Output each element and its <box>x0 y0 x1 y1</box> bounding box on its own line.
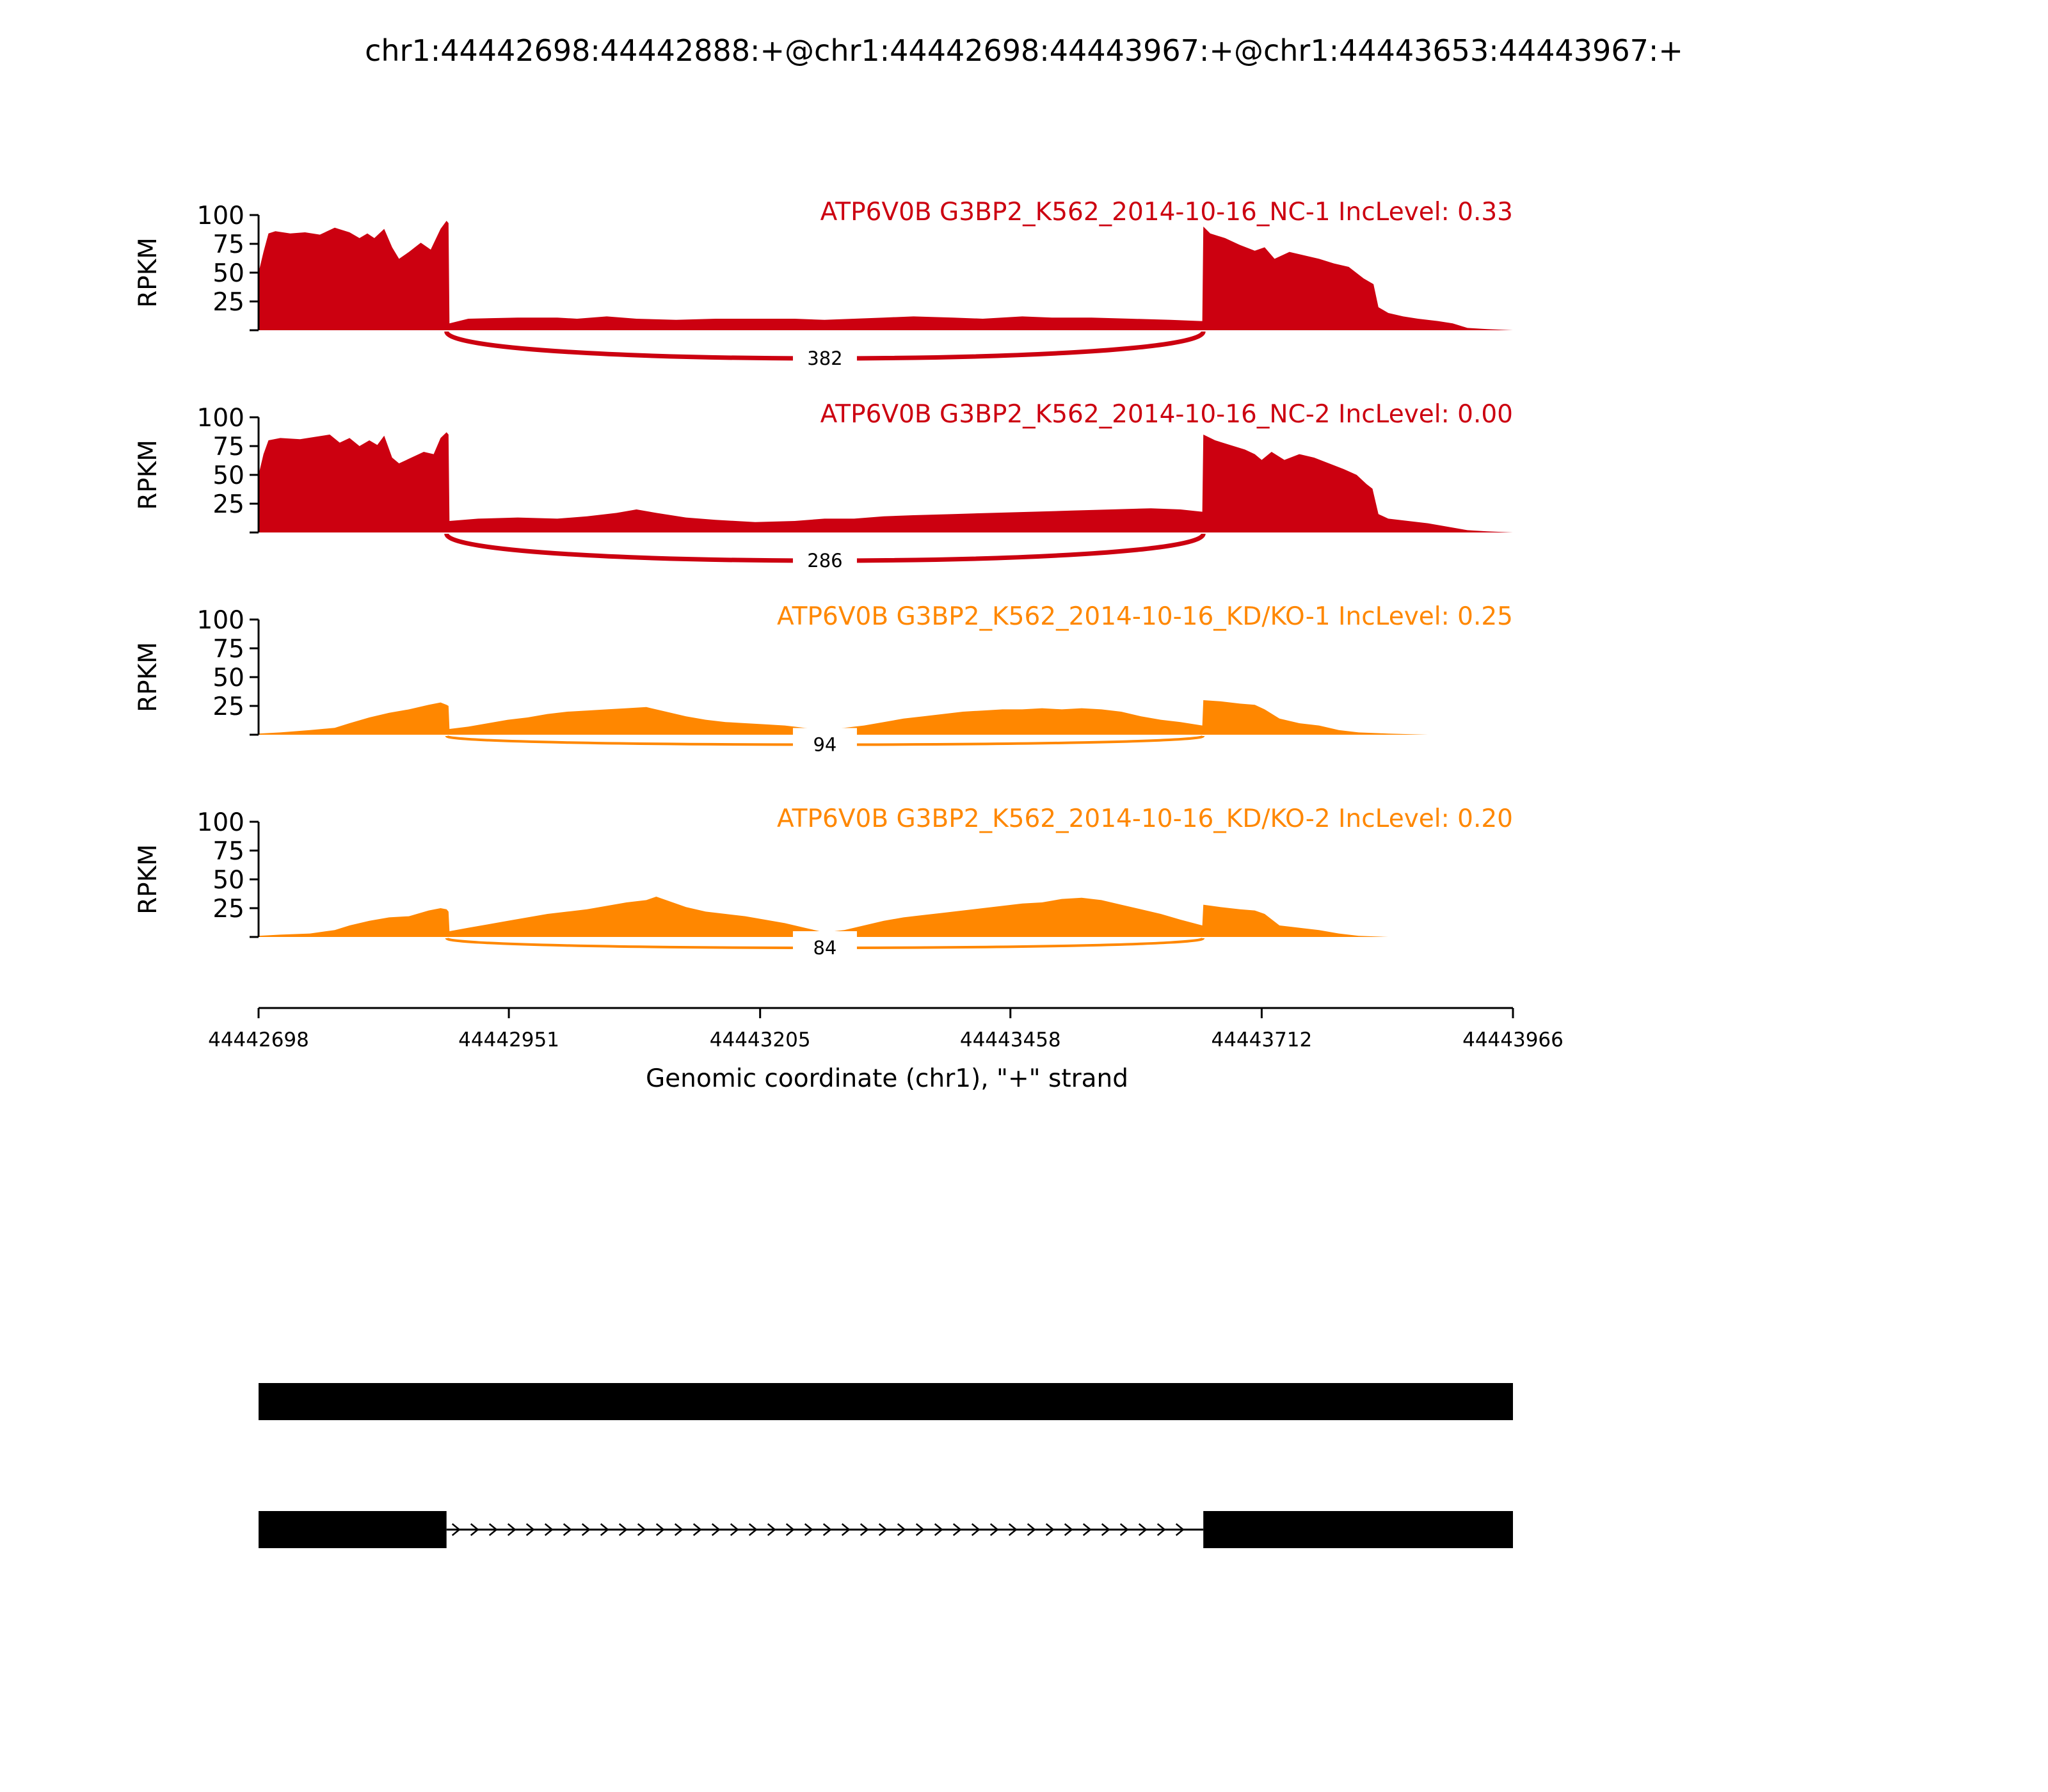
y-tick-label: 100 <box>197 202 244 230</box>
strand-arrow-icon <box>637 1523 646 1536</box>
strand-arrow-icon <box>1045 1523 1055 1536</box>
strand-arrow-icon <box>711 1523 721 1536</box>
strand-arrow-icon <box>655 1523 665 1536</box>
strand-arrow-icon <box>1138 1523 1148 1536</box>
strand-arrow-icon <box>1008 1523 1018 1536</box>
x-tick-label: 44443712 <box>1211 1028 1312 1052</box>
coverage-area <box>259 221 1513 330</box>
strand-arrow-icon <box>581 1523 591 1536</box>
strand-arrow-icon <box>785 1523 795 1536</box>
strand-arrow-icon <box>451 1523 461 1536</box>
y-tick-label: 25 <box>212 895 244 924</box>
track-label: ATP6V0B G3BP2_K562_2014-10-16_KD/KO-2 In… <box>777 804 1513 833</box>
y-tick-label: 75 <box>212 837 244 866</box>
exon-block <box>1203 1511 1513 1548</box>
y-tick-label: 50 <box>212 866 244 895</box>
y-tick-label: 50 <box>212 664 244 692</box>
strand-arrow-icon <box>1082 1523 1092 1536</box>
junction-label-box <box>792 931 857 962</box>
strand-arrow-icon <box>915 1523 925 1536</box>
strand-arrow-icon <box>507 1523 516 1536</box>
y-tick-label: 25 <box>212 288 244 317</box>
strand-arrow-icon <box>525 1523 535 1536</box>
y-tick-label: 25 <box>212 692 244 721</box>
coverage-area <box>259 432 1513 532</box>
y-tick-label: 75 <box>212 230 244 259</box>
y-axis-label: RPKM <box>134 237 163 308</box>
y-axis-label: RPKM <box>134 642 163 712</box>
strand-arrow-icon <box>470 1523 479 1536</box>
x-tick-label: 44443458 <box>960 1028 1061 1052</box>
strand-arrow-icon <box>544 1523 554 1536</box>
strand-arrow-icon <box>692 1523 702 1536</box>
strand-arrow-icon <box>600 1523 609 1536</box>
x-axis: 44442698 44442951 44443205 44443458 44443712… <box>208 1007 1564 1093</box>
y-tick-label: 100 <box>197 808 244 837</box>
strand-arrow-icon <box>1175 1523 1185 1536</box>
track-label: ATP6V0B G3BP2_K562_2014-10-16_KD/KO-1 In… <box>777 602 1513 631</box>
strand-arrow-icon <box>952 1523 962 1536</box>
strand-arrow-icon <box>804 1523 813 1536</box>
exon-block <box>259 1511 447 1548</box>
y-axis-label: RPKM <box>134 844 163 915</box>
strand-arrow-icon <box>1156 1523 1166 1536</box>
junction-count: 382 <box>807 348 842 369</box>
y-tick-label: 100 <box>197 606 244 635</box>
isoform-structures <box>259 1383 1513 1548</box>
strand-arrow-icon <box>860 1523 869 1536</box>
junction-count: 286 <box>807 550 842 572</box>
y-tick-label: 25 <box>212 490 244 519</box>
track-label: ATP6V0B G3BP2_K562_2014-10-16_NC-2 IncLe… <box>820 400 1513 429</box>
junction-label-box <box>792 544 857 575</box>
junction-label-box <box>792 342 857 372</box>
y-tick-label: 50 <box>212 461 244 490</box>
y-tick-label: 75 <box>212 433 244 461</box>
y-tick-label: 50 <box>212 259 244 288</box>
strand-arrow-icon <box>989 1523 999 1536</box>
strand-arrow-icon <box>1101 1523 1110 1536</box>
isoform-2 <box>259 1511 1513 1548</box>
strand-arrow-icon <box>563 1523 572 1536</box>
y-tick-label: 75 <box>212 635 244 664</box>
y-tick-label: 100 <box>197 404 244 433</box>
strand-arrow-icon <box>878 1523 888 1536</box>
x-tick-label: 44443966 <box>1462 1028 1564 1052</box>
y-axis-label: RPKM <box>134 440 163 510</box>
strand-arrow-icon <box>1119 1523 1129 1536</box>
strand-arrow-icon <box>730 1523 739 1536</box>
exon-block <box>259 1383 1513 1420</box>
x-tick-label: 44442951 <box>458 1028 559 1052</box>
strand-arrow-icon <box>767 1523 776 1536</box>
strand-arrow-icon <box>841 1523 851 1536</box>
strand-arrow-icon <box>822 1523 832 1536</box>
coverage-area <box>259 897 1513 937</box>
strand-arrow-icon <box>1064 1523 1073 1536</box>
strand-arrow-icon <box>674 1523 684 1536</box>
track-label: ATP6V0B G3BP2_K562_2014-10-16_NC-1 IncLe… <box>820 198 1513 227</box>
junction-label-box <box>792 728 857 759</box>
strand-arrow-icon <box>748 1523 758 1536</box>
x-tick-label: 44442698 <box>208 1028 309 1052</box>
strand-arrow-icon <box>897 1523 906 1536</box>
strand-arrow-icon <box>1027 1523 1036 1536</box>
x-tick-label: 44443205 <box>710 1028 811 1052</box>
x-axis-label: Genomic coordinate (chr1), "+" strand <box>646 1064 1128 1093</box>
strand-arrow-icon <box>971 1523 980 1536</box>
isoform-1 <box>259 1383 1513 1420</box>
junction-count: 94 <box>813 734 836 756</box>
strand-arrow-icon <box>488 1523 498 1536</box>
strand-arrow-icon <box>934 1523 943 1536</box>
figure-title: chr1:44442698:44442888:+@chr1:44442698:4… <box>365 33 1683 68</box>
coverage-area <box>259 700 1513 735</box>
junction-count: 84 <box>813 937 836 959</box>
strand-arrow-icon <box>618 1523 628 1536</box>
